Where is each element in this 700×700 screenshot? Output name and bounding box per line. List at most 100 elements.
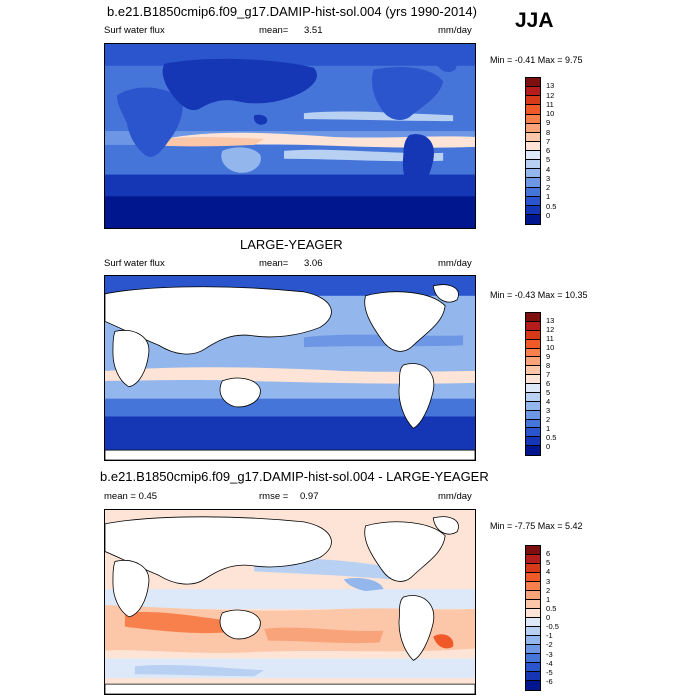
colorbar-swatch [526,645,540,654]
colorbar-tick-label: -3 [546,649,553,659]
colorbar-tick-label: 3 [546,406,551,415]
colorbar-swatch [526,87,540,97]
colorbar-swatch [526,187,540,197]
colorbar-swatch [526,600,540,609]
colorbar-swatch [526,205,540,215]
colorbar-tick-label: 1 [546,594,551,604]
colorbar-swatch [526,419,540,429]
colorbar-swatch [526,446,540,455]
panel3-map [104,509,476,695]
panel3-units: mm/day [438,491,472,502]
colorbar-tick-label: -1 [546,631,553,641]
colorbar-swatch [526,555,540,564]
colorbar-tick-label: -6 [546,676,553,686]
colorbar-tick-label: 7 [546,370,551,379]
colorbar-swatch [526,366,540,376]
colorbar-tick-label: 4 [546,397,551,406]
colorbar-tick-label: 6 [546,146,551,155]
colorbar-tick-label: 0 [546,442,551,451]
colorbar-swatch [526,313,540,322]
colorbar-tick-label: 4 [546,567,551,577]
colorbar-tick-label: 7 [546,136,551,146]
colorbar-tick-label: 4 [546,164,551,174]
panel2-colorbar [525,312,541,456]
colorbar-tick-label: 10 [546,109,555,118]
colorbar-swatch [526,618,540,627]
colorbar-swatch [526,609,540,618]
panel2-map [104,275,476,461]
colorbar-tick-label: 2 [546,183,551,192]
colorbar-swatch [526,428,540,438]
colorbar-tick-label: 11 [546,99,554,109]
colorbar-swatch [526,123,540,133]
colorbar-swatch [526,348,540,358]
colorbar-swatch [526,339,540,349]
colorbar-tick-label: 8 [546,361,551,370]
colorbar-tick-label: -5 [546,667,553,677]
panel1-title: b.e21.B1850cmip6.f09_g17.DAMIP-hist-sol.… [107,4,477,19]
colorbar-tick-label: -2 [546,640,553,650]
colorbar-swatch [526,321,540,331]
colorbar-tick-label: 3 [546,173,551,183]
colorbar-tick-label: 10 [546,343,555,352]
colorbar-tick-label: 9 [546,118,551,128]
colorbar-tick-label: 6 [546,379,551,388]
colorbar-tick-label: 2 [546,415,551,424]
colorbar-swatch [526,437,540,447]
colorbar-swatch [526,151,540,161]
colorbar-swatch [526,114,540,124]
colorbar-swatch [526,141,540,151]
colorbar-tick-label: 0.5 [546,433,557,442]
colorbar-swatch [526,591,540,600]
panel3-colorbar [525,545,541,691]
season-label: JJA [515,9,554,32]
colorbar-tick-label: 5 [546,558,551,568]
panel2-mean-value: 3.06 [304,258,323,269]
panel3-rmse-label: rmse = [259,491,289,502]
panel2-title: LARGE-YEAGER [240,237,343,252]
colorbar-swatch [526,384,540,393]
colorbar-tick-label: 8 [546,127,551,137]
colorbar-swatch [526,582,540,591]
panel2-variable-label: Surf water flux [104,258,165,269]
colorbar-tick-label: 1 [546,192,551,202]
colorbar-swatch [526,214,540,224]
colorbar-swatch [526,357,540,367]
colorbar-swatch [526,573,540,582]
panel3-mean-label: mean = 0.45 [104,491,158,502]
colorbar-swatch [526,178,540,188]
panel1-mean-value: 3.51 [304,25,323,36]
colorbar-tick-label: 12 [546,325,555,334]
colorbar-swatch [526,96,540,106]
colorbar-swatch [526,78,540,88]
colorbar-tick-label: 6 [546,549,551,559]
colorbar-swatch [526,132,540,142]
panel2-units: mm/day [438,258,472,269]
colorbar-swatch [526,627,540,636]
colorbar-swatch [526,636,540,645]
colorbar-swatch [526,330,540,340]
colorbar-tick-label: 3 [546,576,551,586]
colorbar-swatch [526,392,540,402]
panel2-mean-label: mean= [259,258,289,269]
colorbar-tick-label: 12 [546,90,555,100]
colorbar-swatch [526,401,540,411]
colorbar-tick-label: 0 [546,210,551,220]
colorbar-tick-label: 0 [546,613,551,622]
panel1-units: mm/day [438,25,472,36]
panel2-min-max: Min = -0.43 Max = 10.35 [490,290,588,300]
colorbar-swatch [526,169,540,179]
colorbar-tick-label: 0.5 [546,603,557,613]
colorbar-tick-label: 1 [546,424,551,433]
panel1-map [104,43,476,229]
colorbar-tick-label: 9 [546,352,551,361]
colorbar-tick-label: 5 [546,155,551,165]
colorbar-swatch [526,672,540,681]
panel1-min-max: Min = -0.41 Max = 9.75 [490,55,583,65]
colorbar-swatch [526,105,540,115]
colorbar-tick-label: 13 [546,316,555,325]
panel3-rmse-value: 0.97 [300,491,319,502]
colorbar-swatch [526,196,540,206]
colorbar-tick-label: -4 [546,658,553,668]
panel1-variable-label: Surf water flux [104,25,165,36]
